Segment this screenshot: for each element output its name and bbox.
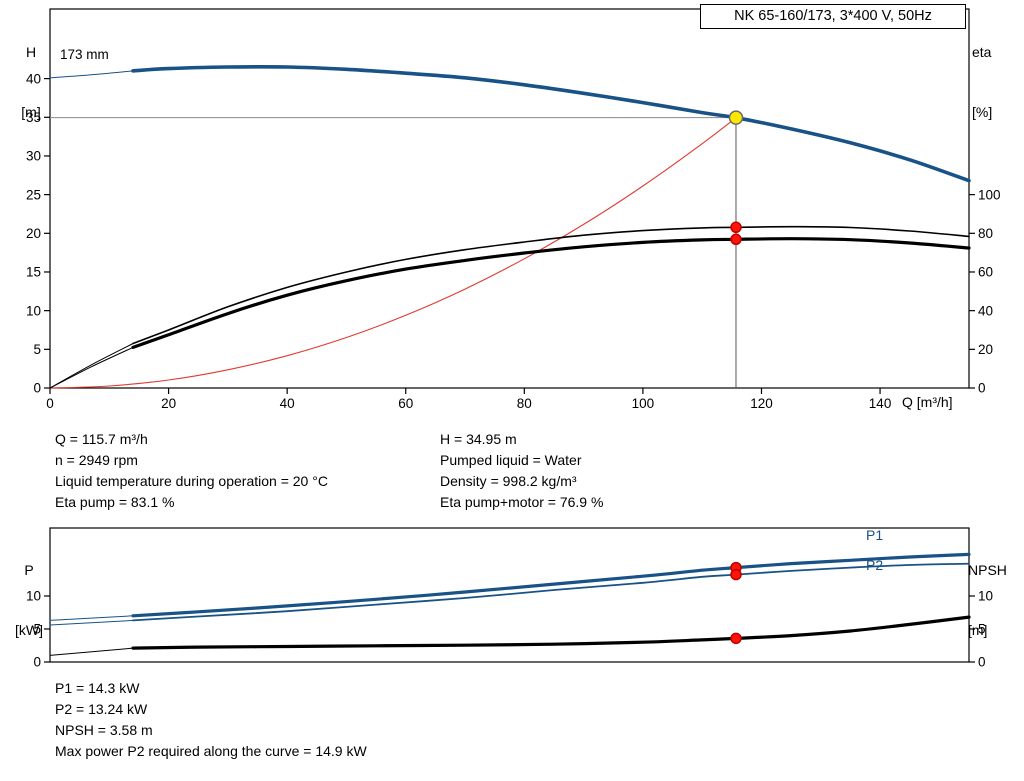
y-right-tick-label: 60: [978, 265, 993, 280]
info-npsh: NPSH = 3.58 m: [55, 722, 153, 738]
pump-curve-low-flow: [49, 70, 134, 79]
info-speed: n = 2949 rpm: [55, 452, 138, 468]
left-axis-title-power: P [kW]: [8, 520, 50, 680]
y-left-tick-label: 35: [26, 110, 41, 125]
p2-curve: [132, 562, 970, 622]
x-tick-label: 20: [161, 396, 176, 411]
info-eta-pump-motor: Eta pump+motor = 76.9 %: [440, 494, 604, 510]
info-pumped-liquid: Pumped liquid = Water: [440, 452, 582, 468]
y-right-tick-label: 20: [978, 342, 993, 357]
info-density: Density = 998.2 kg/m³: [440, 473, 577, 489]
x-tick-label: 60: [398, 396, 413, 411]
eta-pump-motor-curve: [131, 237, 971, 349]
chart-title-box: NK 65-160/173, 3*400 V, 50Hz: [700, 4, 966, 29]
y-left-tick-label: 15: [26, 265, 41, 280]
info-head: H = 34.95 m: [440, 431, 517, 447]
y-left-tick-label: 0: [33, 655, 41, 670]
info-block-bottom: P1 = 14.3 kW P2 = 13.24 kW NPSH = 3.58 m…: [55, 678, 367, 762]
p2-curve-low-flow: [49, 619, 134, 626]
right-axis-title-npsh-unit: [m]: [968, 622, 988, 638]
eta-pump-curve: [132, 225, 970, 345]
left-axis-title-power-symbol: P: [24, 562, 34, 578]
p1-curve-low-flow: [49, 615, 134, 621]
info-block-top-right: H = 34.95 m Pumped liquid = Water Densit…: [440, 429, 603, 513]
y-right-tick-label: 5: [978, 622, 986, 637]
y-left-tick-label: 30: [26, 149, 41, 164]
x-tick-label: 140: [869, 396, 892, 411]
info-eta-pump: Eta pump = 83.1 %: [55, 494, 175, 510]
duty-p2-marker: [730, 568, 742, 581]
y-left-tick-label: 25: [26, 187, 41, 202]
info-liquid-temperature: Liquid temperature during operation = 20…: [55, 473, 328, 489]
left-axis-title-head-unit: [m]: [21, 104, 41, 120]
pump-curve-173mm: [131, 64, 971, 183]
right-axis-title-eta-unit: [%]: [972, 104, 993, 120]
y-right-tick-label: 100: [978, 187, 1001, 202]
left-axis-title-power-unit: [kW]: [15, 622, 43, 638]
x-axis-title-flow: Q [m³/h]: [902, 394, 953, 410]
y-right-tick-label: 0: [978, 381, 986, 396]
curve-label-p1: P1: [866, 527, 884, 543]
right-axis-title-eta: eta [%]: [972, 2, 1020, 162]
duty-point-marker: [728, 110, 744, 125]
impeller-diameter-label: 173 mm: [60, 47, 109, 62]
p1-curve: [131, 552, 971, 618]
y-left-tick-label: 10: [26, 303, 41, 318]
x-tick-label: 80: [517, 396, 532, 411]
x-tick-label: 120: [750, 396, 773, 411]
y-left-tick-label: 5: [33, 622, 41, 637]
qh-chart-frame: [49, 8, 970, 389]
x-tick-label: 40: [280, 396, 295, 411]
left-axis-title-head-symbol: H: [25, 44, 37, 60]
y-left-tick-label: 5: [33, 342, 41, 357]
npsh-curve-low-flow: [49, 647, 134, 656]
y-right-tick-label: 0: [978, 655, 986, 670]
info-p2: P2 = 13.24 kW: [55, 701, 148, 717]
curve-label-p2: P2: [866, 557, 884, 573]
y-right-tick-label: 80: [978, 226, 993, 241]
right-axis-title-npsh-symbol: NPSH: [968, 562, 1007, 578]
y-left-tick-label: 0: [33, 381, 41, 396]
info-p1: P1 = 14.3 kW: [55, 680, 140, 696]
info-max-power: Max power P2 required along the curve = …: [55, 743, 367, 759]
duty-eta-pump-motor-marker: [730, 233, 742, 246]
info-block-top-left: Q = 115.7 m³/h n = 2949 rpm Liquid tempe…: [55, 429, 328, 513]
y-left-tick-label: 40: [26, 71, 41, 86]
y-left-tick-label: 20: [26, 226, 41, 241]
x-tick-label: 0: [46, 396, 54, 411]
duty-npsh-marker: [730, 632, 742, 645]
y-right-tick-label: 10: [978, 589, 993, 604]
y-left-tick-label: 10: [26, 589, 41, 604]
eta-pump-motor-curve-low-flow: [49, 346, 134, 389]
left-axis-title-head: H [m]: [12, 2, 50, 162]
y-right-tick-label: 40: [978, 303, 993, 318]
x-tick-label: 100: [632, 396, 655, 411]
right-axis-title-npsh: NPSH [m]: [968, 520, 1020, 680]
right-axis-title-eta-symbol: eta: [972, 44, 992, 60]
duty-eta-pump-marker: [730, 221, 742, 234]
npsh-curve: [131, 615, 971, 650]
system-curve: [49, 117, 737, 389]
power-npsh-chart-frame: [49, 527, 970, 663]
info-flow: Q = 115.7 m³/h: [55, 431, 148, 447]
